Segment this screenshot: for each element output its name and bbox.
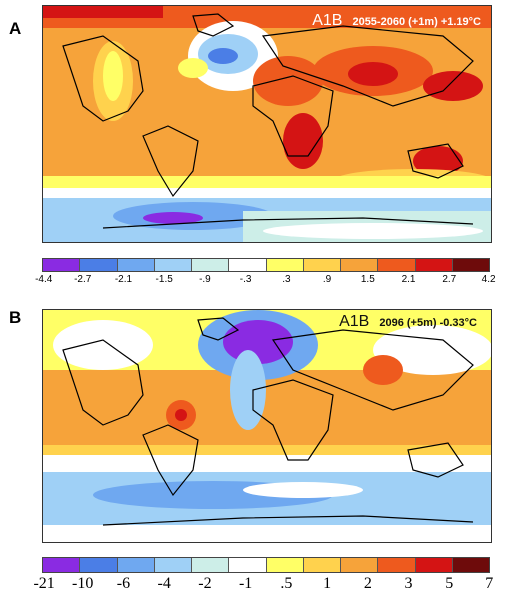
colorbar-swatch <box>229 259 267 271</box>
panel-b-colorbar <box>42 557 490 573</box>
colorbar-tick-label: -2.7 <box>74 274 92 285</box>
colorbar-tick-label: 3 <box>404 575 413 592</box>
panel-b-temperature-field <box>43 310 491 542</box>
panel-b-label: B <box>9 308 22 327</box>
panel-b-colorbar-ticks: -21 -10 -6 -4 -2 -1 .5 1 2 3 5 7 <box>33 575 494 595</box>
colorbar-swatch <box>266 259 304 271</box>
panel-b-scenario: A1B <box>339 313 370 330</box>
panel-a-subtitle: 2055-2060 (+1m) +1.19°C <box>352 16 481 28</box>
colorbar-tick-label: 5 <box>445 575 454 592</box>
colorbar-swatch <box>378 259 416 271</box>
colorbar-tick-label: -1 <box>238 575 253 592</box>
colorbar-swatch <box>229 558 267 572</box>
colorbar-swatch <box>154 558 192 572</box>
colorbar-tick-label: -4 <box>157 575 171 592</box>
panel-b-map: A1B 2096 (+5m) -0.33°C <box>42 309 492 543</box>
panel-a-colorbar <box>42 258 490 272</box>
colorbar-swatch <box>452 259 489 271</box>
colorbar-tick-label: 2.1 <box>401 274 416 285</box>
colorbar-swatch <box>117 558 155 572</box>
panel-a-scenario: A1B <box>312 12 343 29</box>
colorbar-tick-label: -2.1 <box>114 274 133 285</box>
colorbar-tick-label: .3 <box>282 274 291 285</box>
colorbar-tick-label: .9 <box>322 274 332 285</box>
colorbar-tick-label: -.9 <box>199 274 211 285</box>
colorbar-swatch <box>154 259 192 271</box>
colorbar-tick-label: -2 <box>198 575 212 592</box>
colorbar-swatch <box>266 558 304 572</box>
colorbar-tick-label: -4.4 <box>35 274 53 285</box>
colorbar-swatch <box>303 558 341 572</box>
colorbar-swatch <box>43 558 81 572</box>
colorbar-swatch <box>378 558 416 572</box>
colorbar-tick-label: 1.5 <box>360 274 375 285</box>
colorbar-swatch <box>415 558 453 572</box>
colorbar-tick-label: -10 <box>72 575 94 592</box>
colorbar-swatch <box>192 558 230 572</box>
colorbar-swatch <box>452 558 489 572</box>
colorbar-swatch <box>117 259 155 271</box>
panel-a-colorbar-ticks: -4.4 -2.7 -2.1 -1.5 -.9 -.3 .3 .9 1.5 2.1 2.7 4.2 <box>35 274 495 294</box>
panel-a-title: A1B 2055-2060 (+1m) +1.19°C <box>312 12 481 30</box>
colorbar-tick-label: 4.2 <box>481 274 496 285</box>
colorbar-swatch <box>341 259 379 271</box>
colorbar-tick-label: 2 <box>363 575 372 592</box>
colorbar-swatch <box>192 259 230 271</box>
colorbar-swatch <box>341 558 379 572</box>
colorbar-swatch <box>80 259 118 271</box>
colorbar-tick-label: 7 <box>485 575 494 592</box>
colorbar-swatch <box>43 259 81 271</box>
colorbar-tick-label: -.3 <box>239 274 252 285</box>
colorbar-tick-label: 1 <box>323 575 332 592</box>
colorbar-tick-label: .5 <box>280 575 293 592</box>
colorbar-swatch <box>80 558 118 572</box>
panel-a-map: A1B 2055-2060 (+1m) +1.19°C <box>42 5 492 243</box>
panel-b-title: A1B 2096 (+5m) -0.33°C <box>339 313 477 331</box>
colorbar-tick-label: -6 <box>116 575 131 592</box>
colorbar-tick-label: -1.5 <box>155 274 173 285</box>
panel-a-temperature-field <box>43 6 491 242</box>
colorbar-tick-label: -21 <box>33 575 55 592</box>
colorbar-swatch <box>303 259 341 271</box>
panel-b-subtitle: 2096 (+5m) -0.33°C <box>379 317 477 329</box>
panel-a-label: A <box>9 19 22 38</box>
colorbar-tick-label: 2.7 <box>442 274 457 285</box>
colorbar-swatch <box>415 259 453 271</box>
